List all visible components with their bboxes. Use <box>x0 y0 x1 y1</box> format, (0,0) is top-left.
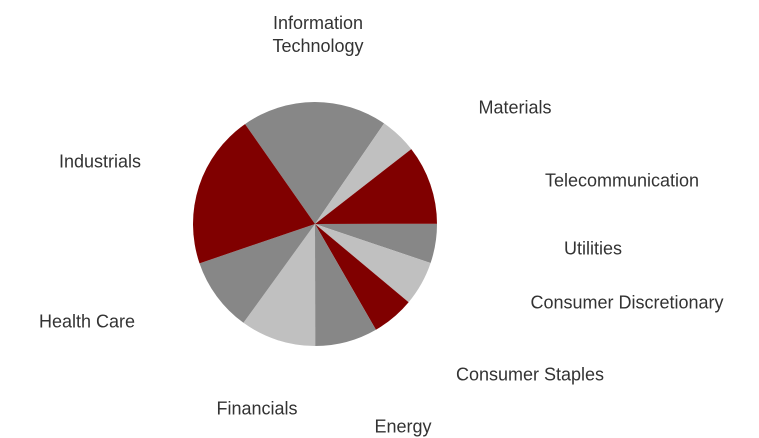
pie-slice <box>315 224 376 346</box>
slice-label: Consumer Discretionary <box>530 292 724 313</box>
slice-label: Materials <box>478 97 552 118</box>
slice-label: Financials <box>216 398 298 419</box>
slice-label: Utilities <box>563 238 623 259</box>
pie-slice <box>315 224 409 330</box>
pie-slice <box>245 101 385 224</box>
slice-label: Health Care <box>38 311 136 332</box>
pie-slice <box>315 123 412 224</box>
pie-slice <box>315 223 437 263</box>
pie-slice <box>315 149 437 224</box>
pie-slice <box>199 224 315 323</box>
slice-label: Industrials <box>58 151 142 172</box>
slice-label: Telecommunication <box>544 170 700 191</box>
pie-slice <box>193 124 315 264</box>
pie-slice <box>315 224 431 303</box>
slice-label: Energy <box>374 416 432 437</box>
slice-label: Consumer Staples <box>455 364 605 385</box>
slice-label: Information Technology <box>272 13 364 56</box>
pie-slice <box>243 224 316 346</box>
